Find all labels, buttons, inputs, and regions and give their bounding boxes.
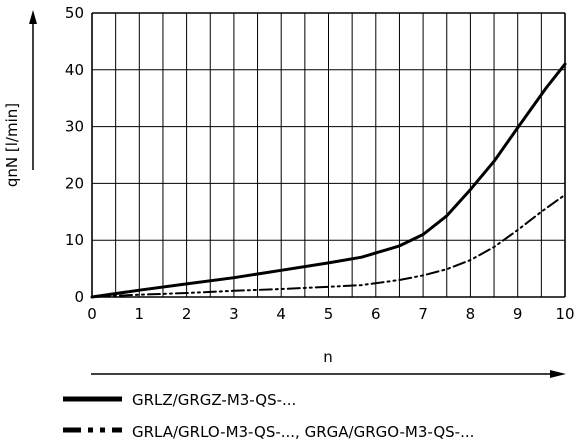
x-tick-label: 2 <box>182 305 192 323</box>
y-tick-label: 40 <box>65 61 84 79</box>
series-lines <box>90 62 567 299</box>
y-axis-title: qnN [l/min] <box>3 103 21 187</box>
x-tick-label: 8 <box>466 305 476 323</box>
x-tick-label: 5 <box>324 305 334 323</box>
x-tick-label: 4 <box>276 305 286 323</box>
x-axis-title: n <box>323 348 333 366</box>
legend: GRLZ/GRGZ-M3-QS-... GRLA/GRLO-M3-QS-...,… <box>63 391 474 441</box>
x-axis-arrow <box>91 370 566 378</box>
y-tick-label: 50 <box>65 4 84 22</box>
x-tick-label: 10 <box>555 305 574 323</box>
y-tick-label: 20 <box>65 174 84 192</box>
y-tick-label: 30 <box>65 118 84 136</box>
grid <box>91 12 566 298</box>
series-line-solid <box>90 62 567 299</box>
x-tick-label: 9 <box>513 305 523 323</box>
series-line-dashdot <box>91 193 566 298</box>
legend-label-solid: GRLZ/GRGZ-M3-QS-... <box>132 391 296 409</box>
x-tick-label: 7 <box>418 305 428 323</box>
y-axis-arrowhead <box>29 10 37 24</box>
x-axis-arrowhead <box>550 370 566 378</box>
tick-labels: 0 1 2 3 4 5 6 7 8 9 10 0 10 20 30 40 50 <box>65 4 575 323</box>
x-tick-label: 1 <box>135 305 145 323</box>
y-tick-label: 10 <box>65 231 84 249</box>
legend-label-dashdot: GRLA/GRLO-M3-QS-..., GRGA/GRGO-M3-QS-... <box>132 423 474 441</box>
x-tick-label: 6 <box>371 305 381 323</box>
y-axis-arrow <box>29 10 37 170</box>
x-tick-label: 3 <box>229 305 239 323</box>
y-tick-label: 0 <box>74 288 84 306</box>
x-tick-label: 0 <box>87 305 97 323</box>
